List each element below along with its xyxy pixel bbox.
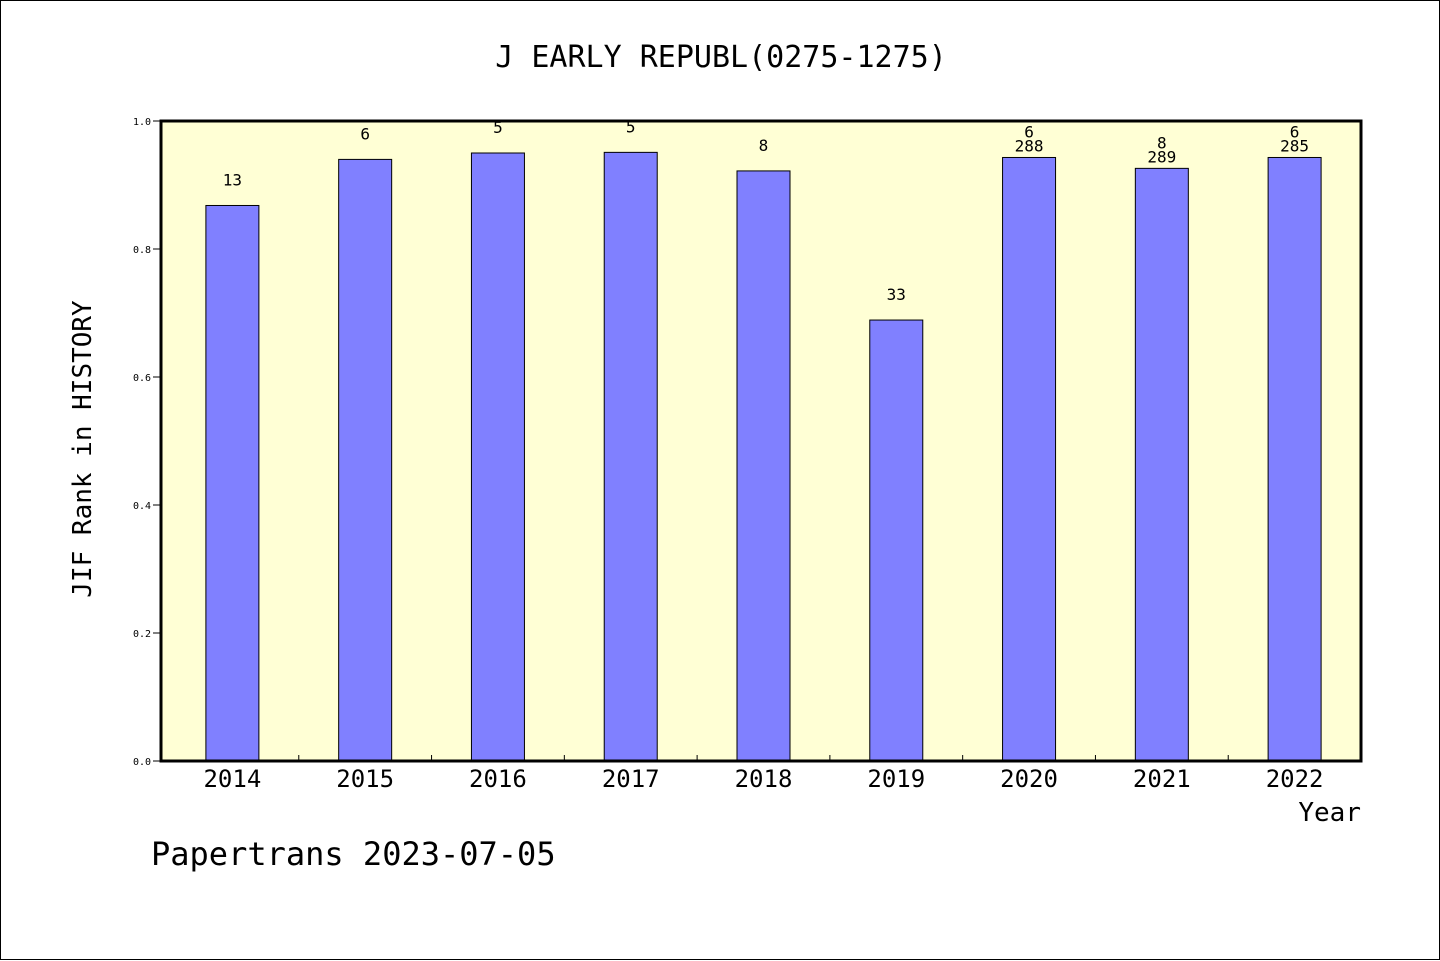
y-tick-label: 0.4 xyxy=(133,501,151,512)
y-tick-label: 0.0 xyxy=(133,757,151,768)
x-tick-label: 2022 xyxy=(1266,765,1324,793)
bar-2021 xyxy=(1134,167,1189,762)
bar-2017 xyxy=(603,151,658,762)
bar-total-label: 285 xyxy=(1280,136,1309,155)
bar-rank-label: 5 xyxy=(626,117,636,136)
y-tick-label: 0.2 xyxy=(133,629,151,640)
bar-rank-label: 6 xyxy=(360,124,370,143)
bar-2018 xyxy=(736,170,791,762)
y-axis-label: JIF Rank in HISTORY xyxy=(68,300,98,598)
x-tick-label: 2014 xyxy=(203,765,261,793)
footer-text: Papertrans 2023-07-05 xyxy=(151,835,556,873)
x-tick-label: 2017 xyxy=(602,765,660,793)
bar-rank-label: 6 xyxy=(1024,122,1034,141)
x-axis-label: Year xyxy=(1298,798,1361,828)
plot-border xyxy=(159,119,1363,763)
bar-rank-label: 8 xyxy=(1157,133,1167,152)
y-tick-label: 1.0 xyxy=(133,117,151,128)
y-tick-label: 0.6 xyxy=(133,373,151,384)
y-tick-label: 0.8 xyxy=(133,245,151,256)
x-tick-label: 2018 xyxy=(735,765,793,793)
bar-2015 xyxy=(338,158,393,762)
bar-2020 xyxy=(1002,156,1057,762)
bar-rank-label: 6 xyxy=(1290,122,1300,141)
x-tick-label: 2021 xyxy=(1133,765,1191,793)
bar-rank-label: 5 xyxy=(493,118,503,137)
bars-group xyxy=(205,151,1322,762)
x-tick-label: 2019 xyxy=(867,765,925,793)
bar-rank-label: 13 xyxy=(223,170,242,189)
bar-total-label: 289 xyxy=(1147,147,1176,166)
bar-total-label: 288 xyxy=(1015,136,1044,155)
bar-2016 xyxy=(470,152,525,762)
bar-rank-label: 8 xyxy=(759,136,769,155)
bar-rank-label: 33 xyxy=(887,285,906,304)
y-axis: 0.0 0.2 0.4 0.6 0.8 1.0 xyxy=(133,117,161,768)
x-tick-label: 2020 xyxy=(1000,765,1058,793)
bar-2019 xyxy=(869,319,924,762)
chart-title: J EARLY REPUBL(0275-1275) xyxy=(495,40,947,75)
x-tick-label: 2016 xyxy=(469,765,527,793)
bar-2022 xyxy=(1267,156,1322,762)
x-axis: 2014 2015 2016 2017 2018 2019 2020 2021 2022 xyxy=(203,755,1324,793)
x-tick-label: 2015 xyxy=(336,765,394,793)
bar-2014 xyxy=(205,204,260,762)
